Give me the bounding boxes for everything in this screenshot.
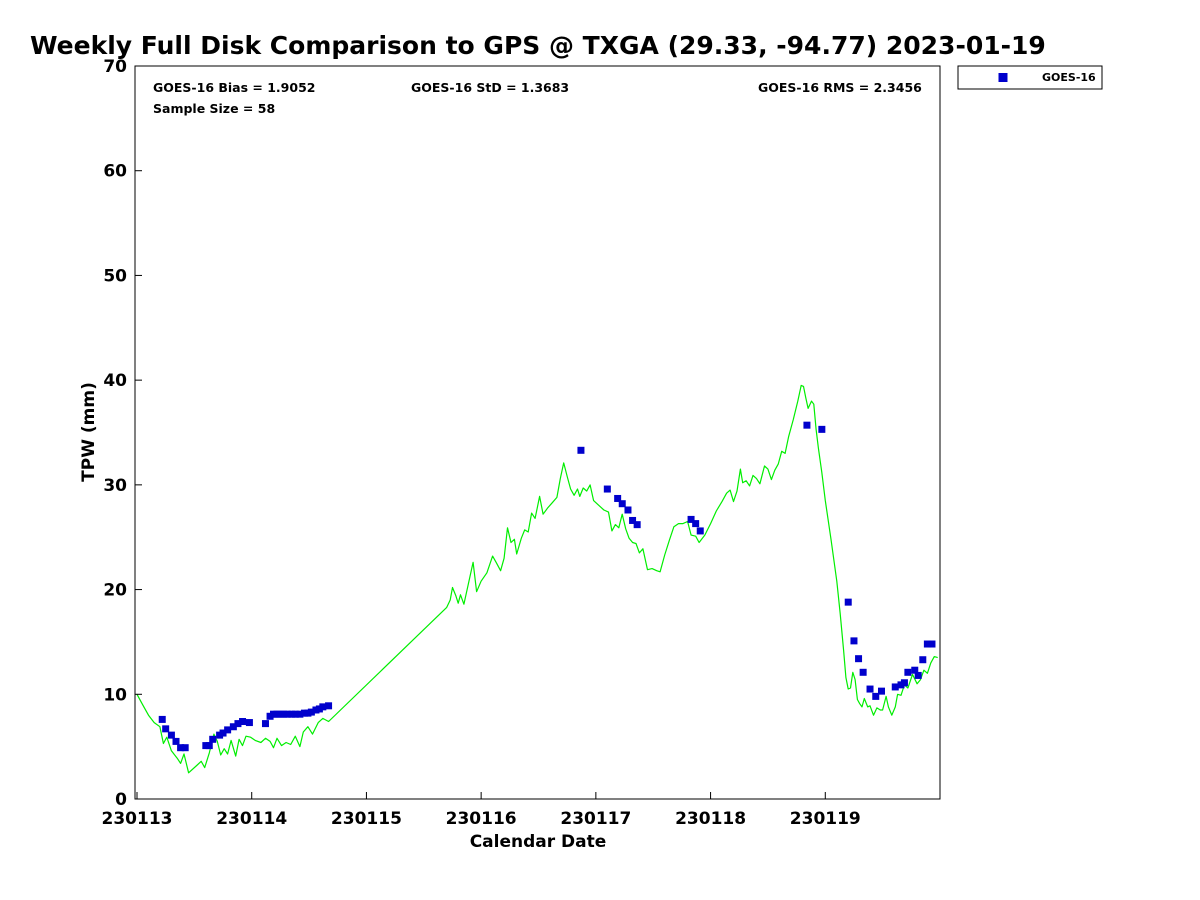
goes16-point bbox=[872, 692, 880, 700]
goes16-point bbox=[291, 710, 299, 718]
goes16-point bbox=[325, 702, 333, 710]
stat-rms: GOES-16 RMS = 2.3456 bbox=[758, 80, 922, 95]
goes16-point bbox=[614, 494, 622, 502]
y-tick-label: 50 bbox=[103, 266, 127, 286]
legend-box bbox=[957, 65, 1103, 90]
y-tick-label: 10 bbox=[103, 685, 127, 705]
goes16-point bbox=[866, 685, 874, 693]
goes16-point bbox=[577, 446, 585, 454]
goes16-point bbox=[296, 710, 304, 718]
y-tick-label: 60 bbox=[103, 162, 127, 182]
y-axis-label: TPW (mm) bbox=[79, 382, 99, 482]
goes16-point bbox=[319, 703, 327, 711]
x-tick-label: 230117 bbox=[560, 809, 631, 829]
goes16-point bbox=[603, 485, 611, 493]
y-tick-label: 70 bbox=[103, 57, 127, 77]
x-axis: 230113 230114 230115 230116 230117 230118 2301… bbox=[102, 792, 861, 829]
goes16-point bbox=[261, 720, 269, 728]
x-axis-label: Calendar Date bbox=[470, 832, 607, 852]
goes16-point bbox=[624, 506, 632, 514]
goes16-point bbox=[205, 742, 213, 750]
y-axis: 0 10 20 30 40 50 60 70 bbox=[103, 57, 142, 810]
goes16-point bbox=[633, 521, 641, 529]
goes16-point bbox=[803, 421, 811, 429]
goes16-point bbox=[692, 520, 700, 528]
x-tick-label: 230119 bbox=[790, 809, 861, 829]
stat-bias: GOES-16 Bias = 1.9052 bbox=[153, 80, 315, 95]
goes16-point bbox=[158, 715, 166, 723]
goes16-point bbox=[177, 744, 185, 752]
x-tick-label: 230113 bbox=[102, 809, 173, 829]
goes16-point bbox=[172, 737, 180, 745]
goes16-point bbox=[162, 725, 170, 733]
goes16-point bbox=[844, 598, 852, 606]
y-tick-label: 40 bbox=[103, 371, 127, 391]
goes16-point bbox=[219, 729, 227, 737]
goes16-point bbox=[877, 687, 885, 695]
y-tick-label: 30 bbox=[103, 476, 127, 496]
goes16-point bbox=[209, 735, 217, 743]
goes16-point bbox=[914, 671, 922, 679]
goes16-point bbox=[818, 425, 826, 433]
goes16-point bbox=[224, 726, 232, 734]
goes16-point bbox=[234, 720, 242, 728]
goes16-point bbox=[687, 515, 695, 523]
x-tick-label: 230118 bbox=[675, 809, 746, 829]
goes16-point bbox=[923, 640, 931, 648]
goes16-point bbox=[239, 718, 247, 726]
plot-frame bbox=[134, 65, 941, 800]
stat-std: GOES-16 StD = 1.3683 bbox=[411, 80, 569, 95]
chart-title: Weekly Full Disk Comparison to GPS @ TXG… bbox=[30, 31, 1046, 60]
goes16-point bbox=[307, 708, 315, 716]
goes16-point bbox=[696, 527, 704, 535]
stat-sample-size: Sample Size = 58 bbox=[153, 101, 275, 116]
goes16-point bbox=[283, 710, 291, 718]
goes16-point bbox=[928, 640, 936, 648]
gps-tpw-line bbox=[136, 384, 938, 774]
x-tick-label: 230115 bbox=[331, 809, 402, 829]
legend-marker-goes16 bbox=[998, 73, 1008, 82]
goes16-point bbox=[900, 679, 908, 687]
x-tick-label: 230116 bbox=[446, 809, 517, 829]
legend: GOES-16 bbox=[957, 65, 1103, 90]
goes16-point bbox=[629, 516, 637, 524]
plot-area bbox=[134, 65, 941, 800]
goes16-point bbox=[891, 683, 899, 691]
goes16-point bbox=[181, 744, 189, 752]
goes16-point bbox=[919, 656, 927, 664]
goes16-point bbox=[245, 719, 253, 727]
goes16-point bbox=[229, 723, 237, 731]
y-tick-label: 20 bbox=[103, 581, 127, 601]
goes16-point bbox=[859, 668, 867, 676]
x-tick-label: 230114 bbox=[216, 809, 287, 829]
goes16-point bbox=[855, 655, 863, 663]
legend-label-goes16: GOES-16 bbox=[1042, 71, 1096, 84]
goes16-point bbox=[911, 666, 919, 674]
goes16-point bbox=[167, 731, 175, 739]
goes16-point bbox=[850, 637, 858, 645]
goes16-point bbox=[618, 500, 626, 508]
y-tick-label: 0 bbox=[115, 790, 127, 810]
goes16-point bbox=[904, 668, 912, 676]
